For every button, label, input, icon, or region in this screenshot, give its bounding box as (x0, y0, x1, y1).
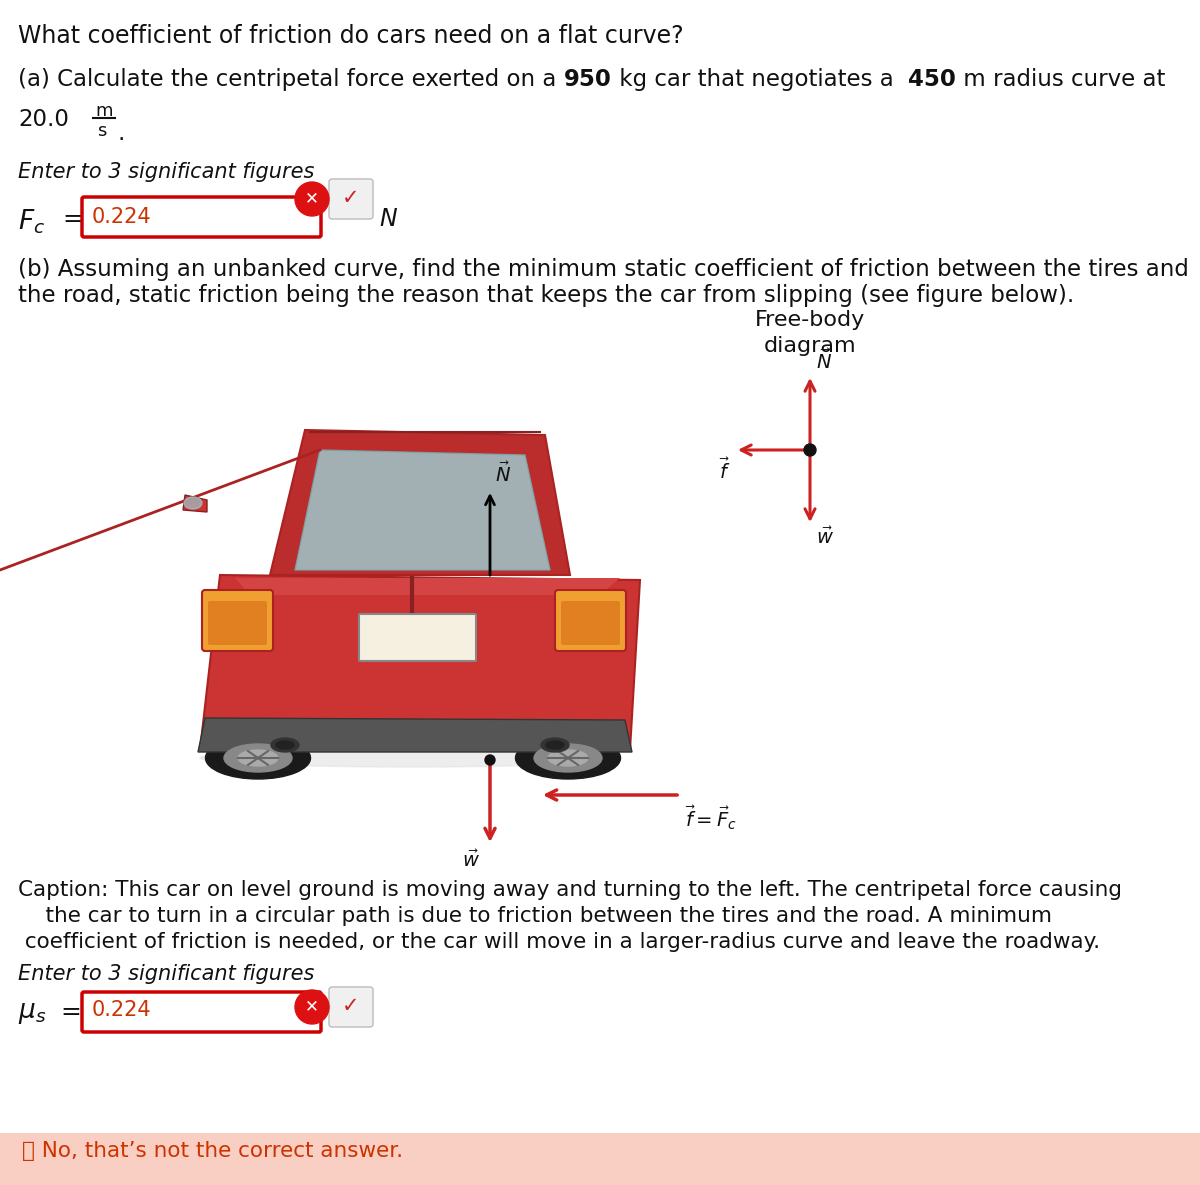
FancyBboxPatch shape (82, 992, 322, 1032)
Ellipse shape (541, 738, 569, 752)
Text: Enter to 3 significant figures: Enter to 3 significant figures (18, 162, 314, 182)
Text: the car to turn in a circular path is due to friction between the tires and the : the car to turn in a circular path is du… (18, 907, 1052, 925)
Circle shape (295, 182, 329, 216)
Polygon shape (295, 450, 550, 570)
Ellipse shape (548, 750, 588, 766)
Text: $\vec{w}$: $\vec{w}$ (462, 850, 480, 871)
Text: (b) Assuming an unbanked curve, find the minimum static coefficient of friction : (b) Assuming an unbanked curve, find the… (18, 258, 1189, 281)
Text: 0.224: 0.224 (92, 207, 151, 228)
Text: $\vec{f}$: $\vec{f}$ (719, 457, 731, 483)
Text: N: N (379, 207, 397, 231)
Circle shape (485, 755, 496, 766)
Text: 450: 450 (907, 68, 955, 91)
Polygon shape (198, 718, 632, 752)
Circle shape (804, 444, 816, 456)
Text: $\vec{f}=\vec{F}_c$: $\vec{f}=\vec{F}_c$ (685, 803, 737, 832)
Text: the road, static friction being the reason that keeps the car from slipping (see: the road, static friction being the reas… (18, 284, 1074, 307)
Text: coefficient of friction is needed, or the car will move in a larger-radius curve: coefficient of friction is needed, or th… (18, 931, 1100, 952)
FancyBboxPatch shape (329, 179, 373, 219)
Text: .: . (118, 122, 125, 145)
Polygon shape (270, 430, 570, 575)
Text: Enter to 3 significant figures: Enter to 3 significant figures (18, 965, 314, 984)
Text: 950: 950 (564, 68, 612, 91)
Text: ✕: ✕ (305, 188, 319, 207)
FancyBboxPatch shape (329, 987, 373, 1027)
Polygon shape (182, 495, 208, 512)
FancyBboxPatch shape (562, 601, 620, 645)
FancyBboxPatch shape (208, 601, 266, 645)
FancyBboxPatch shape (82, 197, 322, 237)
Text: ✓: ✓ (342, 997, 360, 1016)
Text: Free-body: Free-body (755, 310, 865, 329)
Text: =: = (62, 207, 83, 231)
Polygon shape (200, 575, 640, 750)
Ellipse shape (224, 744, 292, 771)
Text: m: m (95, 102, 113, 120)
Text: ❗ No, that’s not the correct answer.: ❗ No, that’s not the correct answer. (22, 1141, 403, 1161)
Ellipse shape (238, 750, 278, 766)
Text: s: s (97, 122, 107, 140)
Ellipse shape (184, 497, 202, 510)
Text: =: = (60, 1000, 80, 1024)
Ellipse shape (205, 737, 311, 779)
FancyBboxPatch shape (359, 614, 476, 661)
FancyBboxPatch shape (0, 1133, 1200, 1185)
Text: $\vec{w}$: $\vec{w}$ (816, 527, 834, 549)
Ellipse shape (276, 741, 294, 749)
Text: diagram: diagram (763, 337, 857, 356)
FancyBboxPatch shape (554, 590, 626, 651)
Text: $\vec{N}$: $\vec{N}$ (816, 348, 832, 373)
Text: (a) Calculate the centripetal force exerted on a: (a) Calculate the centripetal force exer… (18, 68, 564, 91)
Circle shape (295, 989, 329, 1024)
Polygon shape (235, 578, 620, 595)
Ellipse shape (534, 744, 602, 771)
Ellipse shape (546, 741, 564, 749)
Ellipse shape (516, 737, 620, 779)
Text: What coefficient of friction do cars need on a flat curve?: What coefficient of friction do cars nee… (18, 24, 684, 49)
Text: $\mu_s$: $\mu_s$ (18, 1000, 47, 1026)
Text: kg car that negotiates a: kg car that negotiates a (612, 68, 907, 91)
Text: $\vec{N}$: $\vec{N}$ (496, 462, 511, 486)
Text: Caption: This car on level ground is moving away and turning to the left. The ce: Caption: This car on level ground is mov… (18, 880, 1122, 899)
Text: 20.0: 20.0 (18, 108, 68, 132)
Text: 0.224: 0.224 (92, 1000, 151, 1020)
FancyBboxPatch shape (202, 590, 274, 651)
Text: ✓: ✓ (342, 188, 360, 209)
Text: m radius curve at: m radius curve at (955, 68, 1165, 91)
Ellipse shape (271, 738, 299, 752)
Ellipse shape (200, 749, 620, 767)
Text: $\mathit{F_c}$: $\mathit{F_c}$ (18, 207, 46, 236)
Text: ✕: ✕ (305, 997, 319, 1016)
